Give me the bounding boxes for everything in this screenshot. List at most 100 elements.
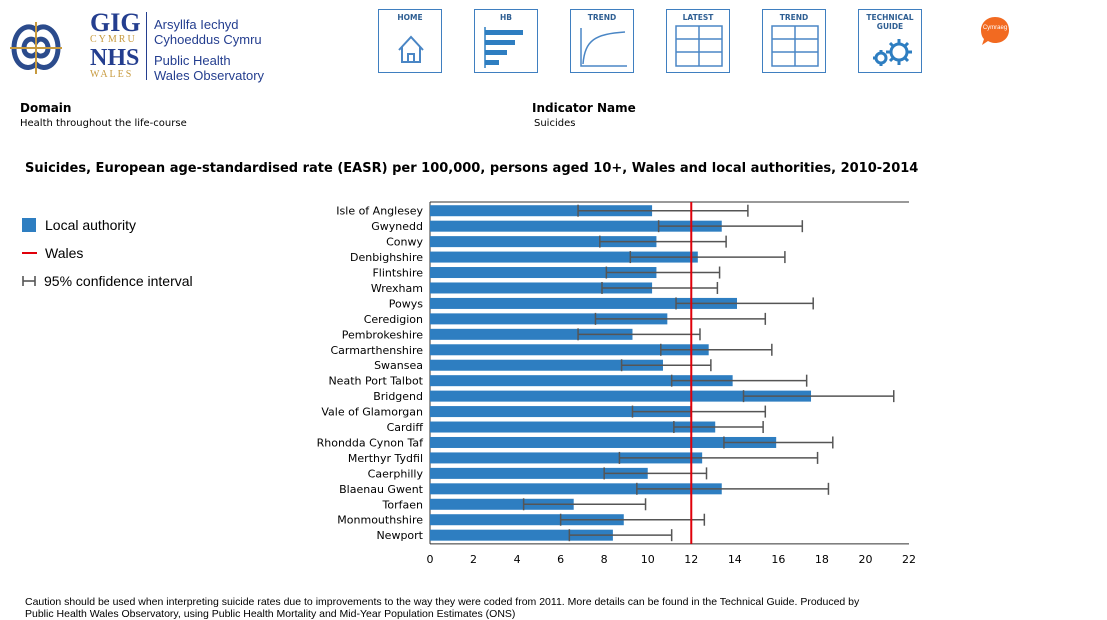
bar-pembrokeshire [430,328,633,340]
logo-welsh-name-2: Cyhoeddus Cymru [154,32,262,47]
x-tick-label: 6 [557,553,564,566]
bar-merthyr-tydfil [430,452,703,464]
trend-curve-icon [580,28,627,67]
legend-label-local-authority: Local authority [45,217,137,233]
bar-chart: Isle of Anglesey Gwynedd Conwy Denbighshire… [317,201,916,566]
bar-carmarthenshire [430,344,709,356]
caption: Caution should be used when interpreting… [25,596,985,620]
category-label: Gwynedd [371,220,423,233]
x-tick-label: 8 [601,553,608,566]
category-label: Isle of Anglesey [336,205,423,218]
bar-chart-icon [484,27,523,68]
bar-cardiff [430,421,716,433]
bar-conwy [430,236,657,248]
category-label: Carmarthenshire [330,344,423,357]
logo-english-name-1: Public Health [154,53,231,68]
category-label: Wrexham [371,282,423,295]
gears-icon [873,39,912,66]
nav-trend-table-button[interactable]: TREND [762,9,826,73]
x-tick-label: 2 [470,553,477,566]
category-label: Conwy [386,236,423,249]
category-label: Bridgend [373,390,423,403]
nav-home-button[interactable]: HOME [378,9,442,73]
caption-line-1: Caution should be used when interpreting… [25,596,860,608]
bar-torfaen [430,498,574,510]
nav-technical-guide-label: TECHNICAL GUIDE [866,13,914,31]
logo-cymru: CYMRU [90,34,137,45]
category-label: Newport [376,529,423,542]
category-label: Cardiff [387,421,424,434]
phw-observatory-logo: GIG CYMRU NHS WALES Arsyllfa Iechyd Cyho… [6,8,276,84]
bar-blaenau-gwent [430,483,722,495]
legend-swatch-local-authority [22,218,36,232]
bar-swansea [430,359,663,371]
caption-line-2: Public Health Wales Observatory, using P… [25,608,516,620]
speech-bubble-icon [981,17,1009,45]
x-tick-label: 18 [815,553,829,566]
domain-value: Health throughout the life-course [20,118,187,129]
bar-isle-of-anglesey [430,205,653,217]
x-tick-label: 12 [684,553,698,566]
bar-caerphilly [430,467,648,479]
category-label: Vale of Glamorgan [321,406,423,419]
nav-trend-label: TREND [587,13,617,22]
x-tick-label: 0 [427,553,434,566]
category-label: Neath Port Talbot [328,375,423,388]
x-tick-label: 22 [902,553,916,566]
nav-trend-button[interactable]: TREND [570,9,634,73]
bar-rhondda-cynon-taf [430,436,777,448]
category-label: Monmouthshire [337,514,423,527]
table-icon [771,25,819,67]
nav-hb-button[interactable]: HB [474,9,538,73]
nav-technical-guide-button[interactable]: TECHNICAL GUIDE [858,9,922,73]
nav-hb-label: HB [500,13,512,22]
logo-welsh-name-1: Arsyllfa Iechyd [154,17,239,32]
indicator-heading: Indicator Name [532,101,636,115]
bar-denbighshire [430,251,698,263]
dragon-knot-icon [10,22,62,74]
bar-wrexham [430,282,653,294]
bar-ceredigion [430,313,668,325]
x-tick-label: 10 [641,553,655,566]
nav-latest-label: LATEST [682,13,714,22]
chart-title: Suicides, European age-standardised rate… [25,161,919,176]
category-label: Blaenau Gwent [339,483,424,496]
legend-label-ci: 95% confidence interval [44,273,193,289]
logo-gig: GIG [90,8,141,37]
logo-divider [146,12,147,80]
table-icon [675,25,723,67]
bar-gwynedd [430,220,722,232]
x-tick-label: 20 [858,553,872,566]
indicator-value: Suicides [534,118,576,129]
category-label: Caerphilly [368,467,424,480]
bar-monmouthshire [430,514,624,526]
category-label: Pembrokeshire [342,328,424,341]
legend-wales: Wales [22,245,83,261]
x-tick-label: 4 [514,553,521,566]
nav-home-label: HOME [397,13,423,22]
bar-powys [430,297,737,309]
legend-swatch-wales [22,252,37,254]
legend-local-authority: Local authority [22,217,136,233]
home-icon [398,35,424,63]
x-tick-label: 14 [728,553,742,566]
legend-swatch-ci [22,276,36,286]
language-toggle-button[interactable]: Cymraeg [978,14,1012,48]
legend-ci: 95% confidence interval [22,273,193,289]
bar-bridgend [430,390,812,402]
bar-vale-of-glamorgan [430,406,692,418]
bar-newport [430,529,613,541]
domain-heading: Domain [20,101,72,115]
category-label: Flintshire [372,267,423,280]
category-label: Denbighshire [350,251,423,264]
bar-flintshire [430,267,657,279]
category-label: Torfaen [382,498,423,511]
logo-nhs: NHS [90,45,140,71]
category-label: Rhondda Cynon Taf [317,436,425,449]
nav-trend-table-label: TREND [779,13,809,22]
logo-english-name-2: Wales Observatory [154,68,265,83]
category-label: Swansea [374,359,423,372]
logo-wales: WALES [90,69,134,80]
bar-neath-port-talbot [430,375,733,387]
nav-latest-button[interactable]: LATEST [666,9,730,73]
